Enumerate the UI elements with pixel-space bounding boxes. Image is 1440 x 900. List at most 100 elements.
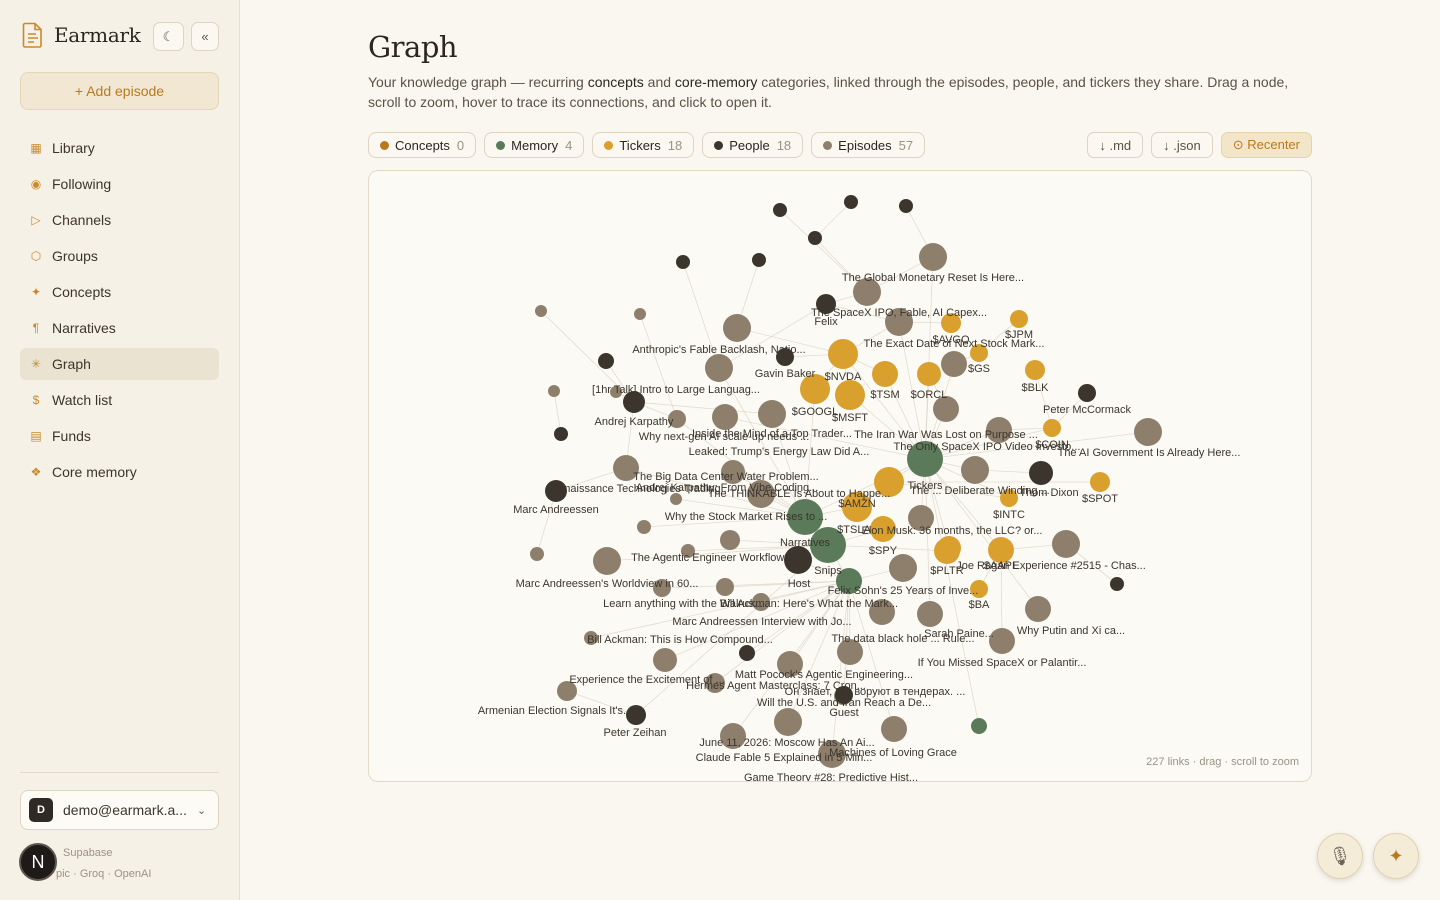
graph-node-ticker[interactable] bbox=[1025, 360, 1045, 380]
sidebar-item-channels[interactable]: ▷ Channels bbox=[20, 204, 219, 236]
graph-node-ticker[interactable] bbox=[1000, 489, 1018, 507]
dev-tools-badge[interactable]: N bbox=[19, 843, 57, 881]
graph-node-person[interactable] bbox=[899, 199, 913, 213]
graph-node-ticker[interactable] bbox=[988, 537, 1014, 563]
graph-node-memory[interactable] bbox=[810, 527, 846, 563]
sidebar-item-library[interactable]: ▦ Library bbox=[20, 132, 219, 164]
graph-node-episode[interactable] bbox=[752, 593, 770, 611]
graph-node-episode[interactable] bbox=[535, 305, 547, 317]
sidebar-item-groups[interactable]: ⬡ Groups bbox=[20, 240, 219, 272]
graph-node-memory[interactable] bbox=[787, 499, 823, 535]
graph-node-ticker[interactable] bbox=[917, 362, 941, 386]
graph-node-episode[interactable] bbox=[653, 648, 677, 672]
account-switcher[interactable]: D demo@earmark.a... ⌄ bbox=[20, 790, 219, 830]
graph-node-episode[interactable] bbox=[1025, 596, 1051, 622]
graph-node-person[interactable] bbox=[773, 203, 787, 217]
graph-node-person[interactable] bbox=[545, 480, 567, 502]
graph-node-episode[interactable] bbox=[869, 599, 895, 625]
graph-node-episode[interactable] bbox=[720, 723, 746, 749]
filter-concepts[interactable]: Concepts 0 bbox=[368, 132, 477, 158]
filter-people[interactable]: People 18 bbox=[702, 132, 804, 158]
graph-node-ticker[interactable] bbox=[835, 380, 865, 410]
recenter-button[interactable]: ⊙ Recenter bbox=[1220, 132, 1312, 158]
graph-node-episode[interactable] bbox=[853, 278, 881, 306]
graph-node-person[interactable] bbox=[752, 253, 766, 267]
graph-node-ticker[interactable] bbox=[941, 313, 961, 333]
graph-node-episode[interactable] bbox=[716, 578, 734, 596]
graph-node-episode[interactable] bbox=[885, 308, 913, 336]
graph-node-episode[interactable] bbox=[530, 547, 544, 561]
theme-toggle-button[interactable]: ☾ bbox=[153, 22, 184, 51]
microphone-button[interactable]: 🎙 bbox=[1317, 833, 1363, 879]
graph-node-person[interactable] bbox=[1110, 577, 1124, 591]
graph-node-episode[interactable] bbox=[720, 530, 740, 550]
graph-node-episode[interactable] bbox=[774, 708, 802, 736]
graph-node-person[interactable] bbox=[598, 353, 614, 369]
graph-node-episode[interactable] bbox=[610, 386, 622, 398]
graph-node-episode[interactable] bbox=[637, 520, 651, 534]
graph-node-episode[interactable] bbox=[705, 673, 725, 693]
graph-node-person[interactable] bbox=[739, 645, 755, 661]
graph-node-episode[interactable] bbox=[613, 455, 639, 481]
graph-node-ticker[interactable] bbox=[828, 339, 858, 369]
graph-node-memory[interactable] bbox=[907, 441, 943, 477]
graph-node-episode[interactable] bbox=[889, 554, 917, 582]
graph-node-person[interactable] bbox=[623, 391, 645, 413]
sidebar-item-funds[interactable]: ▤ Funds bbox=[20, 420, 219, 452]
graph-node-person[interactable] bbox=[554, 427, 568, 441]
graph-node-memory[interactable] bbox=[971, 718, 987, 734]
graph-node-person[interactable] bbox=[1029, 461, 1053, 485]
graph-node-ticker[interactable] bbox=[1010, 310, 1028, 328]
sidebar-item-graph[interactable]: ✳ Graph bbox=[20, 348, 219, 380]
brand[interactable]: Earmark bbox=[22, 22, 141, 48]
graph-node-episode[interactable] bbox=[653, 579, 671, 597]
graph-node-memory[interactable] bbox=[836, 568, 862, 594]
graph-node-episode[interactable] bbox=[818, 740, 846, 768]
filter-tickers[interactable]: Tickers 18 bbox=[592, 132, 695, 158]
graph-node-episode[interactable] bbox=[723, 314, 751, 342]
graph-node-episode[interactable] bbox=[634, 308, 646, 320]
sidebar-item-narratives[interactable]: ¶ Narratives bbox=[20, 312, 219, 344]
graph-node-ticker[interactable] bbox=[1043, 419, 1061, 437]
filter-memory[interactable]: Memory 4 bbox=[484, 132, 585, 158]
graph-node-episode[interactable] bbox=[837, 639, 863, 665]
graph-node-ticker[interactable] bbox=[874, 467, 904, 497]
filter-episodes[interactable]: Episodes 57 bbox=[811, 132, 926, 158]
graph-node-episode[interactable] bbox=[941, 351, 967, 377]
graph-node-episode[interactable] bbox=[721, 460, 745, 484]
graph-node-person[interactable] bbox=[844, 195, 858, 209]
graph-node-episode[interactable] bbox=[989, 628, 1015, 654]
graph-node-episode[interactable] bbox=[1052, 530, 1080, 558]
graph-node-episode[interactable] bbox=[747, 480, 775, 508]
graph-node-person[interactable] bbox=[835, 686, 853, 704]
graph-node-person[interactable] bbox=[776, 348, 794, 366]
graph-node-episode[interactable] bbox=[777, 651, 803, 677]
graph-node-episode[interactable] bbox=[557, 681, 577, 701]
graph-node-ticker[interactable] bbox=[937, 536, 961, 560]
graph-node-episode[interactable] bbox=[881, 716, 907, 742]
sidebar-item-concepts[interactable]: ✦ Concepts bbox=[20, 276, 219, 308]
sidebar-item-following[interactable]: ◉ Following bbox=[20, 168, 219, 200]
graph-node-episode[interactable] bbox=[681, 544, 695, 558]
export-md-button[interactable]: ↓ .md bbox=[1087, 132, 1144, 158]
graph-node-person[interactable] bbox=[784, 546, 812, 574]
graph-node-person[interactable] bbox=[626, 705, 646, 725]
collapse-sidebar-button[interactable]: « bbox=[191, 22, 219, 51]
sidebar-item-core-memory[interactable]: ❖ Core memory bbox=[20, 456, 219, 488]
graph-node-episode[interactable] bbox=[917, 601, 943, 627]
graph-node-ticker[interactable] bbox=[1090, 472, 1110, 492]
graph-node-episode[interactable] bbox=[908, 505, 934, 531]
graph-node-ticker[interactable] bbox=[872, 361, 898, 387]
graph-node-episode[interactable] bbox=[919, 243, 947, 271]
graph-node-person[interactable] bbox=[808, 231, 822, 245]
graph-node-episode[interactable] bbox=[670, 493, 682, 505]
graph-node-episode[interactable] bbox=[548, 385, 560, 397]
graph-node-person[interactable] bbox=[816, 294, 836, 314]
graph-node-episode[interactable] bbox=[933, 396, 959, 422]
graph-node-episode[interactable] bbox=[584, 631, 598, 645]
graph-node-episode[interactable] bbox=[712, 404, 738, 430]
graph-node-episode[interactable] bbox=[961, 456, 989, 484]
graph-node-person[interactable] bbox=[1078, 384, 1096, 402]
graph-node-episode[interactable] bbox=[1134, 418, 1162, 446]
graph-node-ticker[interactable] bbox=[970, 580, 988, 598]
